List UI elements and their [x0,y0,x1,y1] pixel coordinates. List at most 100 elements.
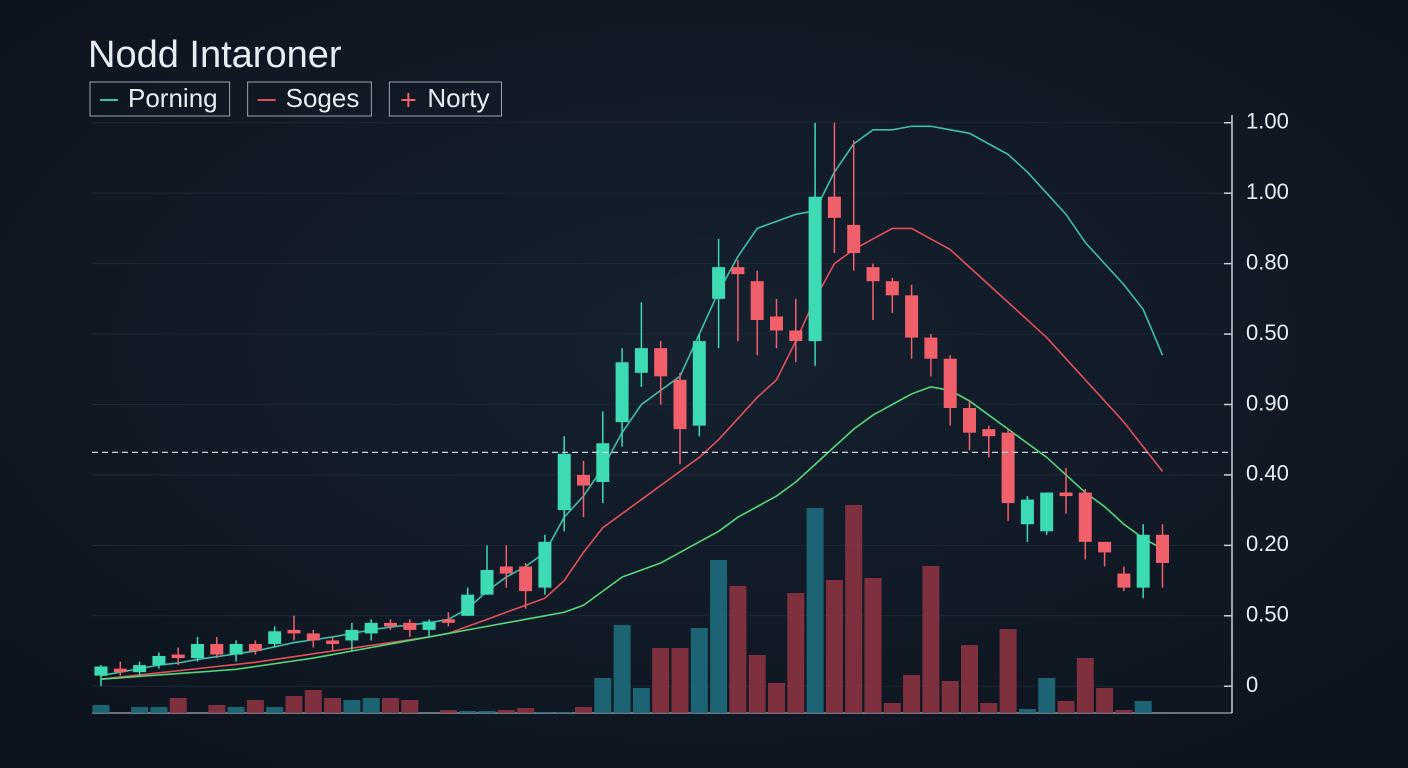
candle-body [827,196,841,218]
legend-label: Soges [286,83,360,113]
y-tick-label: 1.00 [1246,179,1289,204]
line-series [100,227,1164,680]
candle-body [384,622,397,627]
candle-body [885,281,899,296]
volume-bar [517,708,535,713]
y-tick-label: 0.90 [1246,390,1289,415]
candle-body [905,295,919,338]
candle-body [1156,534,1169,563]
volume-bar [1096,688,1114,713]
y-tick-label: 0.20 [1246,531,1289,556]
volume-bar [246,700,264,713]
volume-bar [864,578,882,713]
volume-bar [1134,701,1152,713]
volume-bar [92,705,110,713]
candle-body [422,621,436,630]
candle-body [345,629,359,641]
legend-label: Norty [427,83,489,113]
volume-bar [710,560,728,713]
volume-bar [748,655,766,713]
volume-bar [787,593,805,713]
legend-box [89,81,231,117]
candle-body [519,566,533,592]
candle-body [248,643,262,652]
candle-body [306,633,320,641]
candle-body [982,429,996,437]
line-series [100,386,1163,680]
candle-body [133,665,147,673]
candle-body [924,337,938,359]
candle-body [210,643,224,655]
candle-body [1098,541,1112,553]
volume-bar [883,703,901,713]
volume-bar [439,710,457,713]
volume-bar [961,645,978,713]
volume-bar [1057,701,1075,713]
volume-bar [825,580,843,713]
legend-box [388,81,502,117]
y-tick-label: 0.40 [1246,461,1289,486]
candle-body [731,267,745,275]
volume-bar [613,625,631,713]
y-tick-label: 0.80 [1246,249,1289,274]
volume-bar [150,707,168,713]
volume-bar [478,711,496,713]
candle-body [808,196,822,342]
candle-body [326,640,340,644]
volume-bar [131,707,149,713]
volume-bar [690,628,708,713]
volume-bar [362,698,380,713]
candle-body [191,643,204,659]
candle-body [866,267,880,282]
volume-bar [343,700,361,713]
candle-body [480,570,494,595]
volume-bar [806,508,824,713]
volume-bar [980,703,998,713]
candle-body [750,281,764,320]
candle-body [654,348,668,377]
volume-bar [536,712,554,713]
candle-body [673,379,687,430]
volume-bar [555,712,573,713]
candle-body [634,348,648,373]
volume-bar [1038,678,1056,713]
candle-body [847,224,861,254]
candle-body [963,408,976,433]
volume-bar [652,648,670,713]
volume-bar [1115,710,1133,713]
volume-bar [575,707,592,713]
volume-bar [922,566,940,713]
candle-body [287,629,301,634]
volume-bar [632,688,650,713]
candle-body [1059,492,1073,497]
volume-bar [768,683,785,713]
candle-body [692,341,706,426]
volume-bar [382,698,399,713]
volume-bar [401,700,419,713]
legend-label: Porning [128,83,218,113]
candle-body [789,330,803,342]
volume-bar [999,629,1017,713]
y-tick-label: 0.50 [1246,320,1289,345]
volume-bar [285,696,303,713]
candle-body [615,362,629,423]
volume-bar [594,678,612,713]
candle-body [1117,573,1131,588]
y-tick-label: 0 [1246,672,1258,697]
candle-body [557,453,571,511]
volume-bar [304,690,322,713]
candle-body [229,643,243,655]
candle-body [499,566,513,574]
volume-bar [671,648,689,713]
candle-body [1078,492,1092,542]
volume-bar [1018,709,1036,713]
candle-body [268,631,282,644]
volume-bar [497,710,515,713]
candle-body [596,443,610,482]
volume-bar [227,707,245,713]
candle-body [152,655,166,666]
candle-body [1020,499,1034,525]
candle-body [171,654,185,659]
